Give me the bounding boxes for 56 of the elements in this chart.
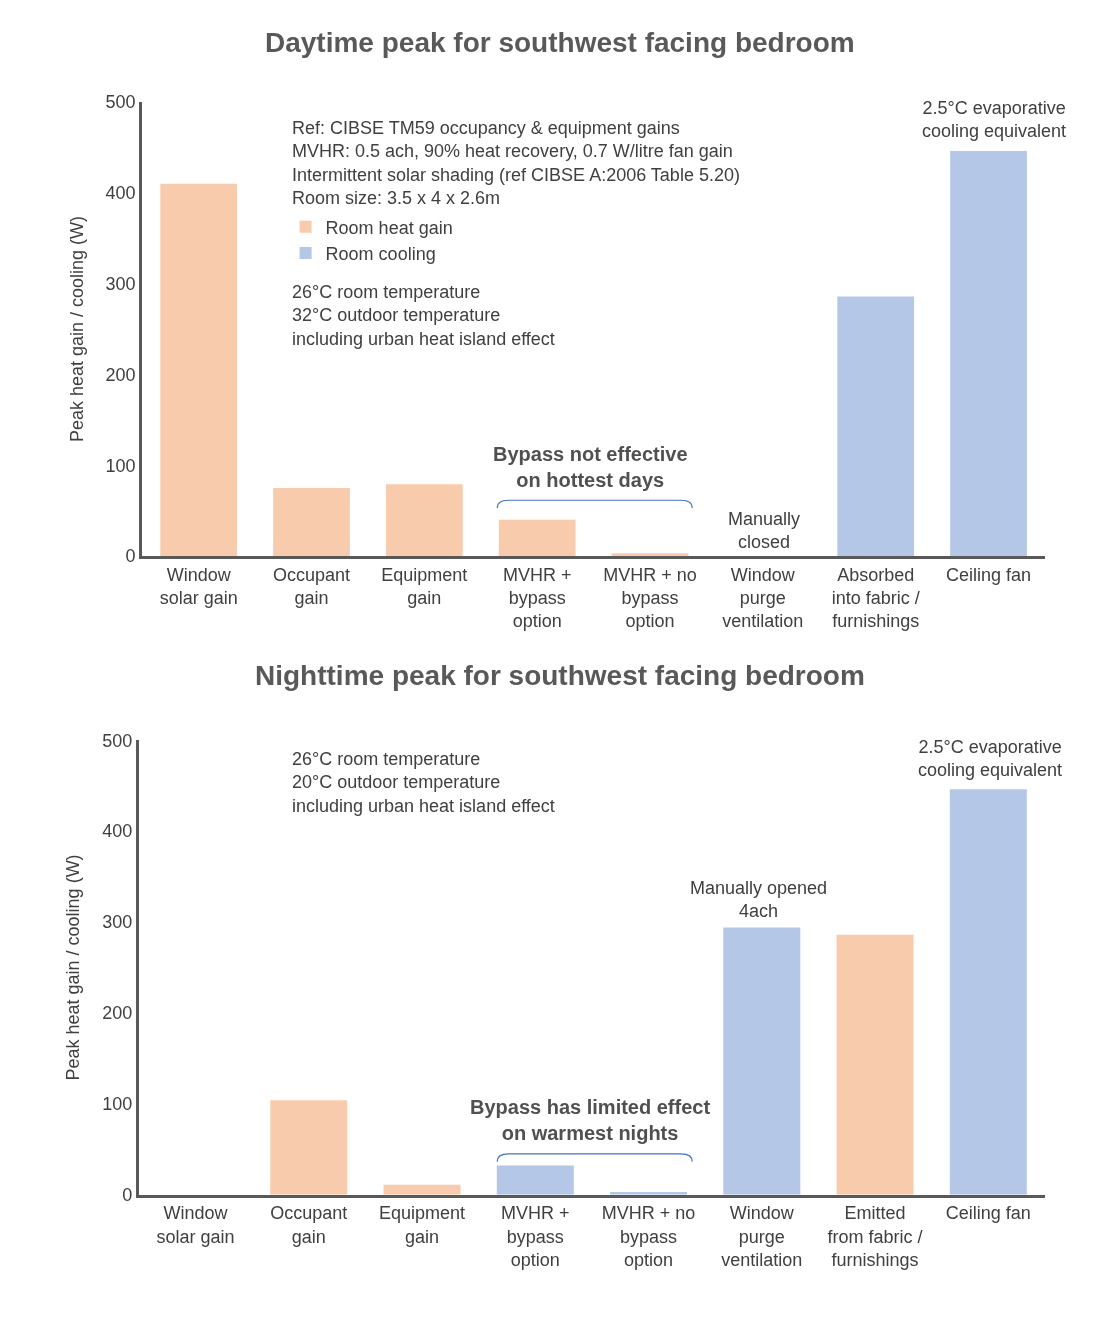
x-tick-label: Window solar gain <box>159 564 238 609</box>
annotation: 2.5°C evaporative cooling equivalent <box>918 737 1063 781</box>
y-axis-title: Peak heat gain / cooling (W) <box>66 216 87 443</box>
x-tick-label: Occupant gain <box>270 1203 348 1247</box>
x-tick-label: Equipment gain <box>381 564 468 609</box>
annotation: 26°C room temperature 32°C outdoor temperature including urban heat island effect <box>292 282 555 349</box>
legend-label: Room cooling <box>325 244 436 265</box>
y-tick-label: 500 <box>105 92 136 113</box>
y-tick-label: 0 <box>122 1184 133 1205</box>
bar <box>383 1184 461 1195</box>
annotation: 26°C room temperature 20°C outdoor temperature including urban heat island effect <box>292 749 555 816</box>
bar <box>611 553 689 557</box>
y-tick-label: 300 <box>105 273 136 294</box>
bar <box>723 927 801 1195</box>
x-tick-label: Occupant gain <box>272 564 351 609</box>
y-tick-label: 200 <box>105 364 136 385</box>
x-tick-label: Absorbed into fabric / furnishings <box>831 564 920 632</box>
y-tick-label: 300 <box>102 912 133 933</box>
x-tick-label: MVHR + bypass option <box>501 1203 570 1271</box>
bar <box>270 1100 348 1195</box>
annotation: Manually opened 4ach <box>690 878 828 922</box>
bar <box>949 789 1027 1195</box>
annotation: Bypass has limited effect on warmest nights <box>470 1096 711 1144</box>
chart-title: Daytime peak for southwest facing bedroom <box>265 27 855 58</box>
x-tick-label: Ceiling fan <box>945 1203 1031 1224</box>
y-tick-label: 400 <box>102 821 133 842</box>
x-tick-label: Emitted from fabric / furnishings <box>827 1203 923 1271</box>
x-tick-label: MVHR + no bypass option <box>603 564 697 632</box>
annotation: 2.5°C evaporative cooling equivalent <box>922 98 1067 142</box>
bar <box>498 519 576 557</box>
bar <box>273 487 350 557</box>
legend-label: Room heat gain <box>325 217 453 238</box>
bar <box>837 296 915 557</box>
x-tick-label: MVHR + bypass option <box>502 564 572 632</box>
x-tick-label: Equipment gain <box>379 1203 466 1247</box>
y-tick-label: 100 <box>105 455 136 476</box>
annotation: Bypass not effective on hottest days <box>493 443 688 491</box>
y-tick-label: 500 <box>102 730 133 751</box>
annotation: Manually closed <box>728 509 801 553</box>
x-tick-label: Window purge ventilation <box>721 1203 803 1271</box>
bar <box>160 183 238 557</box>
y-tick-label: 100 <box>102 1094 133 1115</box>
annotation: Ref: CIBSE TM59 occupancy & equipment gains MVHR: 0.5 ach, 90% heat recovery, 0.7 W/litre fan gain Intermittent solar shading (ref CIBSE A:2006 Table 5.20) Room size: 3.5 x 4 x 2.6m <box>292 118 740 209</box>
bar <box>836 934 914 1195</box>
y-tick-label: 400 <box>105 183 136 204</box>
y-tick-label: 200 <box>102 1003 133 1024</box>
bar <box>950 151 1027 557</box>
bar <box>496 1165 574 1195</box>
x-tick-label: MVHR + no bypass option <box>601 1203 696 1271</box>
y-tick-label: 0 <box>125 546 136 567</box>
x-tick-label: Window solar gain <box>156 1203 235 1247</box>
y-axis-title: Peak heat gain / cooling (W) <box>63 854 84 1081</box>
x-tick-label: Window purge ventilation <box>722 564 804 632</box>
chart-title: Nighttime peak for southwest facing bedroom <box>255 660 865 691</box>
x-tick-label: Ceiling fan <box>946 564 1032 585</box>
bar <box>385 484 463 557</box>
